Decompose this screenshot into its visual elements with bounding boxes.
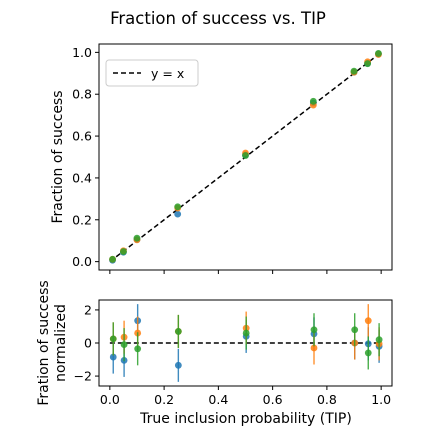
x-axis-label: True inclusion probability (TIP) — [139, 411, 352, 427]
bottom-point-green — [109, 335, 117, 343]
top-chart: 0.0 0.2 0.4 0.6 0.8 1.0 Fraction of success y… — [50, 43, 393, 274]
bottom-point-blue — [109, 353, 117, 361]
bottom-x-tick-label: 0.0 — [100, 392, 120, 407]
bottom-point-green — [364, 349, 372, 357]
bottom-point-blue — [174, 361, 182, 369]
bottom-x-tick-label: 0.6 — [263, 392, 283, 407]
bottom-x-tick-label: 0.4 — [208, 392, 228, 407]
top-y-axis-label: Fraction of success — [50, 90, 66, 223]
legend-box — [105, 59, 199, 87]
top-point-green — [309, 97, 317, 105]
top-y-tick-label: 0.0 — [72, 254, 92, 269]
top-y-tick-label: 1.0 — [72, 45, 92, 60]
top-y-tick-label: 0.8 — [72, 87, 92, 102]
bottom-chart: −2 0 2 0.0 0.2 0.4 0.6 0.8 1.0 Fration of succes… — [36, 280, 393, 427]
bottom-y-axis-label-line-1: Fration of success — [36, 280, 52, 405]
bottom-point-green — [351, 326, 359, 334]
bottom-y-tick-label: 2 — [84, 302, 92, 317]
top-axes-frame — [98, 43, 393, 271]
bottom-y-tick-label: −2 — [74, 369, 92, 384]
top-y-tick-label: 0.4 — [72, 170, 92, 185]
bottom-point-green — [375, 336, 383, 344]
bottom-point-green — [134, 345, 142, 353]
bottom-point-green — [242, 329, 250, 337]
top-y-tick-label: 0.6 — [72, 129, 92, 144]
top-point-green — [364, 60, 371, 68]
bottom-point-green — [174, 328, 182, 335]
bottom-y-axis-label-line-2: normalized — [53, 304, 69, 382]
top-point-green — [133, 234, 141, 242]
top-point-green — [242, 152, 249, 159]
bottom-x-tick-label: 0.8 — [317, 392, 337, 407]
top-point-green — [375, 50, 382, 57]
bottom-point-green — [310, 326, 318, 334]
top-y-tick-label: 0.2 — [72, 212, 92, 227]
top-point-green — [109, 255, 116, 263]
legend: y = x — [105, 59, 199, 87]
top-point-green — [350, 67, 358, 75]
bottom-x-tick-label: 1.0 — [371, 392, 391, 407]
top-point-green — [174, 203, 182, 211]
figure-title: Fraction of success vs. TIP — [110, 9, 326, 28]
bottom-x-tick-label: 0.2 — [154, 392, 174, 407]
legend-entry-y-equals-x: y = x — [151, 66, 184, 81]
bottom-point-orange — [310, 344, 318, 352]
bottom-point-green — [120, 341, 128, 349]
top-point-blue — [174, 210, 182, 218]
bottom-y-tick-label: 0 — [84, 336, 92, 351]
top-point-green — [120, 248, 127, 255]
bottom-point-orange — [364, 317, 372, 325]
